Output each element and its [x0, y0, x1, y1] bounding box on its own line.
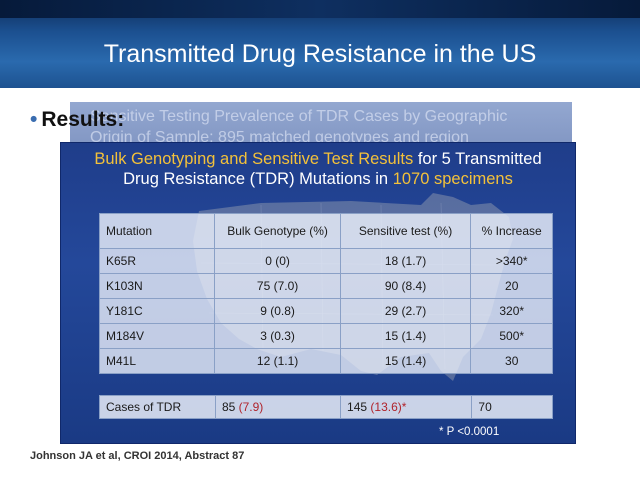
- table-row: K65R 0 (0) 18 (1.7) >340*: [98, 248, 553, 274]
- increase-cell: 20: [470, 273, 553, 299]
- mutation-cell: M41L: [98, 348, 216, 374]
- increase-cell: >340*: [470, 248, 553, 274]
- panel-title-part-2: for 5 Transmitted: [413, 150, 542, 168]
- mutation-cell: Y181C: [98, 298, 216, 324]
- bulk-cell: 0 (0): [214, 248, 341, 274]
- panel-title-part-4: 1070 specimens: [392, 170, 513, 188]
- tdr-bulk-percent: (7.9): [238, 400, 264, 414]
- tdr-label-cell: Cases of TDR: [99, 395, 216, 419]
- header-sensitive-test: Sensitive test (%): [339, 213, 472, 249]
- header-bulk-genotype: Bulk Genotype (%): [214, 213, 341, 249]
- sensitive-cell: 15 (1.4): [339, 323, 472, 349]
- tdr-increase-cell: 70: [471, 395, 553, 419]
- bullet-dot-icon: •: [30, 108, 38, 131]
- bulk-cell: 3 (0.3): [214, 323, 341, 349]
- tdr-cases-row: Cases of TDR 85 (7.9) 145 (13.6)* 70: [99, 395, 553, 419]
- bulk-cell: 75 (7.0): [214, 273, 341, 299]
- tdr-cases-table: Cases of TDR 85 (7.9) 145 (13.6)* 70: [99, 395, 553, 419]
- increase-cell: 30: [470, 348, 553, 374]
- panel-title-part-1: Bulk Genotyping and Sensitive Test Resul…: [94, 150, 414, 168]
- table-row: M41L 12 (1.1) 15 (1.4) 30: [98, 348, 553, 374]
- tdr-sensitive-percent: (13.6)*: [370, 400, 407, 414]
- sensitive-cell: 15 (1.4): [339, 348, 472, 374]
- panel-title-part-3: Drug Resistance (TDR) Mutations in: [123, 170, 393, 188]
- underlying-slide-title: Sensitive Testing Prevalence of TDR Case…: [90, 106, 560, 148]
- title-top-strip: [0, 0, 640, 18]
- sensitive-cell: 29 (2.7): [339, 298, 472, 324]
- table-row: Y181C 9 (0.8) 29 (2.7) 320*: [98, 298, 553, 324]
- tdr-sensitive-count: 145: [347, 400, 371, 414]
- sensitive-cell: 90 (8.4): [339, 273, 472, 299]
- panel-title: Bulk Genotyping and Sensitive Test Resul…: [61, 149, 575, 189]
- mutation-results-table: Mutation Bulk Genotype (%) Sensitive tes…: [98, 213, 553, 374]
- underlying-slide-box: [70, 102, 572, 148]
- p-value-note: * P <0.0001: [439, 426, 500, 438]
- table-header-row: Mutation Bulk Genotype (%) Sensitive tes…: [98, 213, 553, 249]
- slide-title: Transmitted Drug Resistance in the US: [103, 40, 537, 68]
- mutation-cell: M184V: [98, 323, 216, 349]
- bulk-cell: 9 (0.8): [214, 298, 341, 324]
- title-bar: Transmitted Drug Resistance in the US: [0, 0, 640, 88]
- underlying-title-line-2: Origin of Sample: 895 matched genotypes …: [90, 129, 469, 146]
- results-panel: Bulk Genotyping and Sensitive Test Resul…: [60, 142, 576, 444]
- mutation-cell: K65R: [98, 248, 216, 274]
- citation: Johnson JA et al, CROI 2014, Abstract 87: [30, 450, 245, 462]
- table-row: K103N 75 (7.0) 90 (8.4) 20: [98, 273, 553, 299]
- increase-cell: 320*: [470, 298, 553, 324]
- results-label: Results:: [41, 108, 125, 131]
- increase-cell: 500*: [470, 323, 553, 349]
- underlying-title-line-1: Sensitive Testing Prevalence of TDR Case…: [90, 108, 508, 125]
- tdr-bulk-cell: 85 (7.9): [214, 395, 342, 419]
- header-mutation: Mutation: [98, 213, 216, 249]
- sensitive-cell: 18 (1.7): [339, 248, 472, 274]
- header-percent-increase: % Increase: [470, 213, 553, 249]
- tdr-bulk-count: 85: [221, 400, 239, 414]
- bulk-cell: 12 (1.1): [214, 348, 341, 374]
- mutation-cell: K103N: [98, 273, 216, 299]
- tdr-sensitive-cell: 145 (13.6)*: [340, 395, 473, 419]
- table-row: M184V 3 (0.3) 15 (1.4) 500*: [98, 323, 553, 349]
- results-bullet: • Results:: [30, 108, 124, 132]
